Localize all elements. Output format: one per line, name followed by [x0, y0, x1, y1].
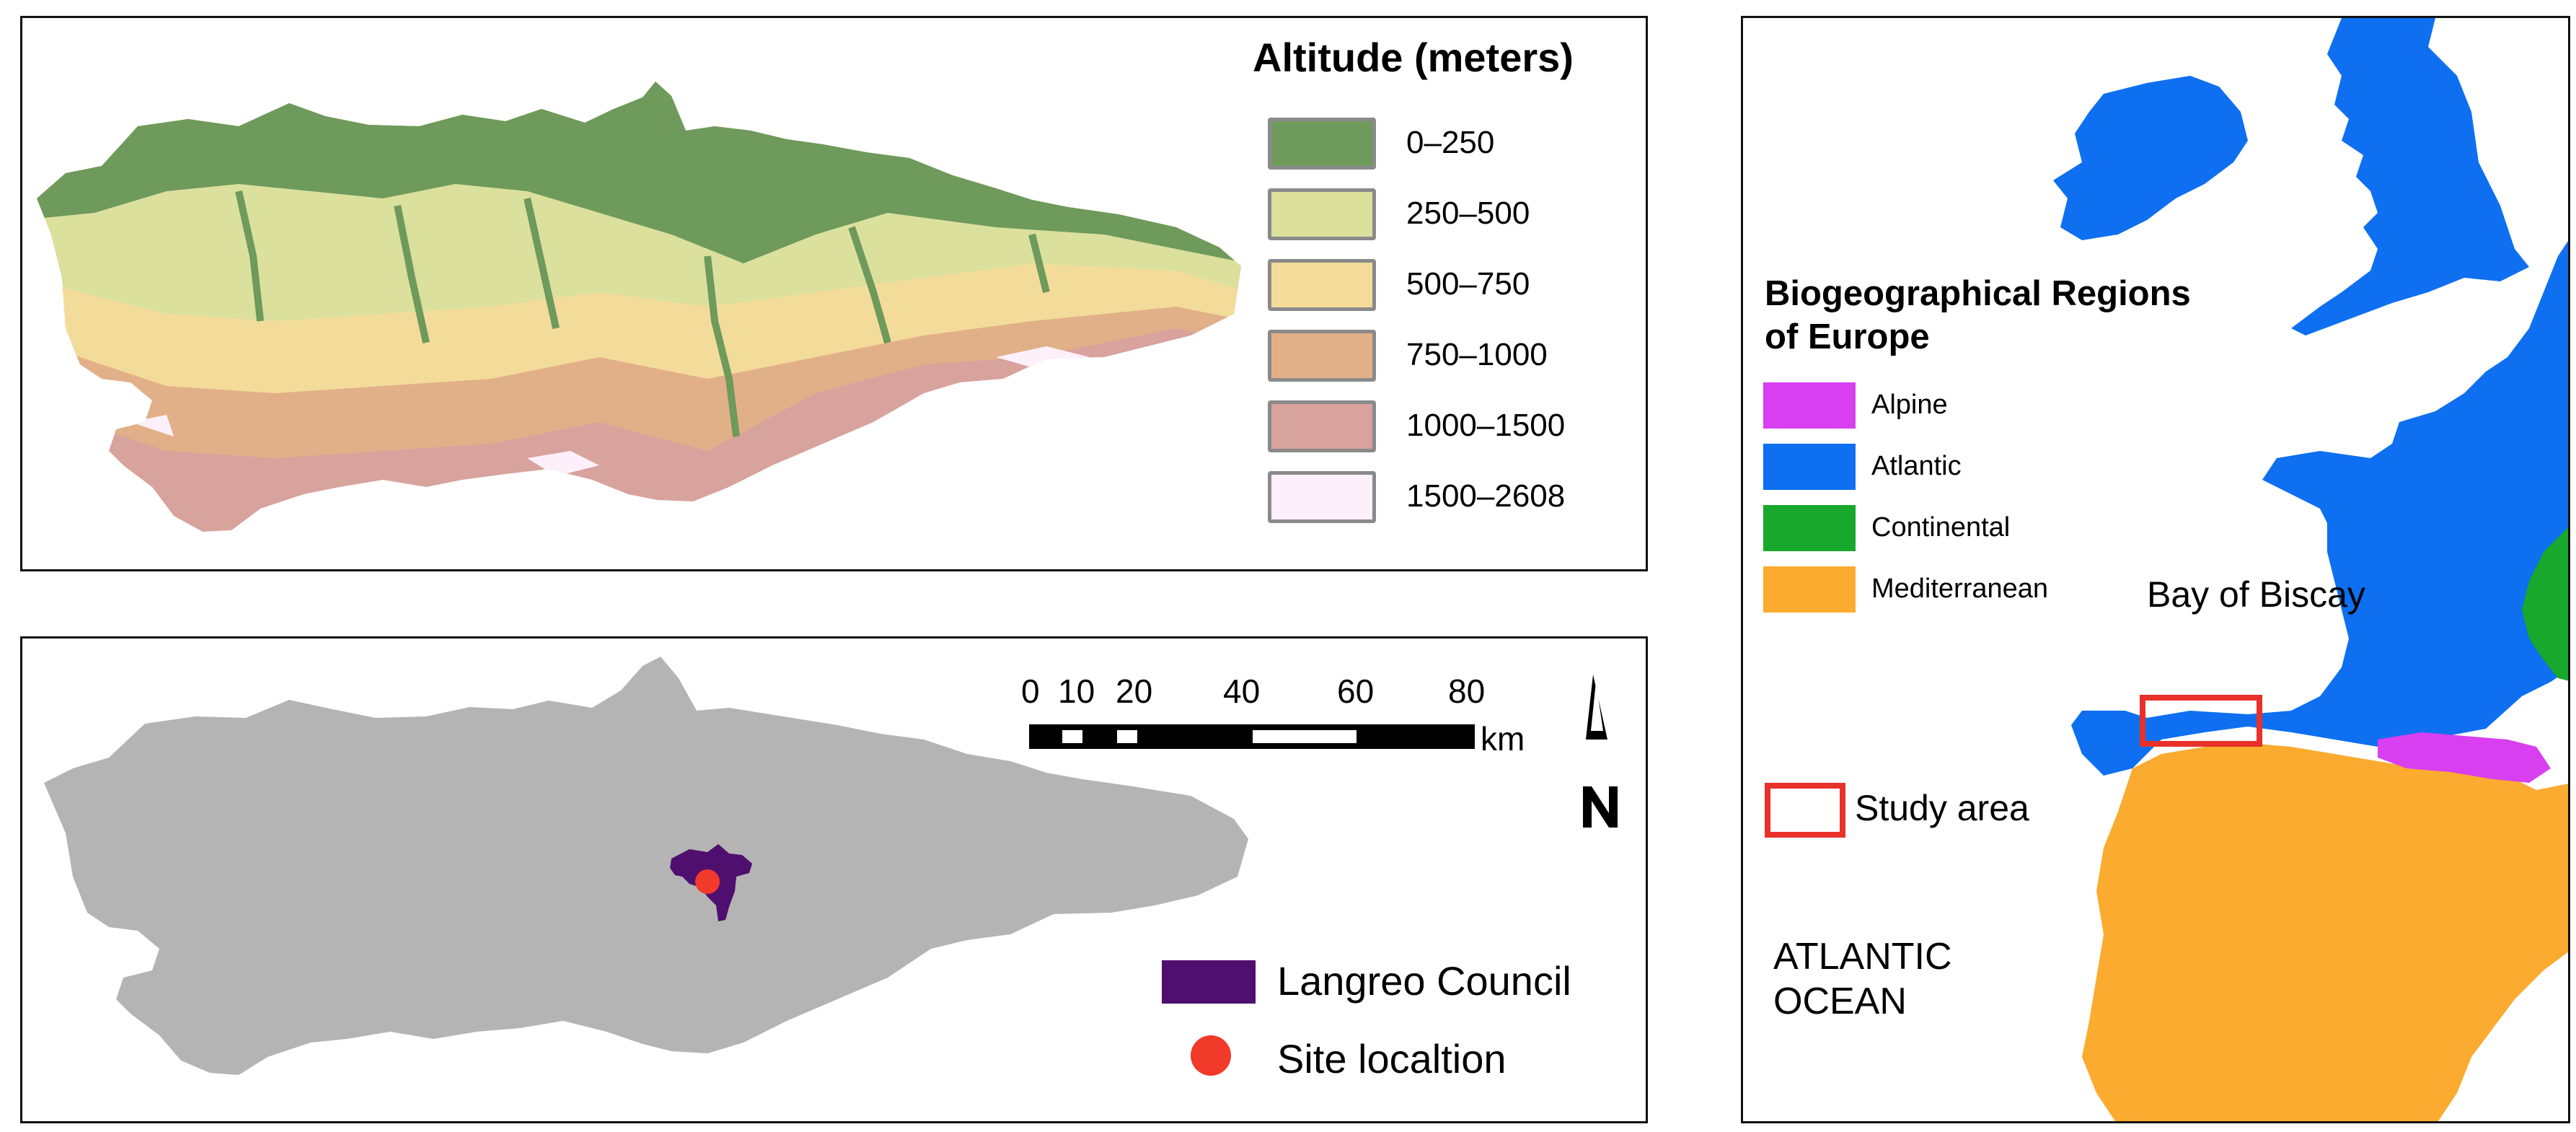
north-arrow-icon — [1583, 675, 1618, 828]
altitude-legend-label: 0–250 — [1406, 125, 1495, 160]
altitude-legend-label: 500–750 — [1406, 266, 1530, 302]
europe-legend-item: Continental — [1763, 505, 2066, 553]
scale-bar — [1029, 724, 1475, 749]
europe-legend-title: Biogeographical Regions of Europe — [1765, 272, 2191, 359]
scale-tick-label: 0 — [1021, 672, 1040, 710]
site-legend-marker — [1191, 1035, 1231, 1076]
iberia-mediterranean — [2082, 743, 2568, 1121]
altitude-legend-item: 500–750 — [1268, 259, 1596, 317]
altitude-legend-label: 750–1000 — [1406, 337, 1548, 372]
britain-atlantic — [2291, 18, 2529, 335]
altitude-relief-map — [37, 82, 1241, 532]
altitude-swatch-250-500 — [1268, 188, 1376, 240]
altitude-swatch-500-750 — [1268, 259, 1376, 311]
study-area-legend-swatch — [1765, 783, 1845, 838]
europe-legend-title-line1: Biogeographical Regions — [1765, 274, 2191, 313]
europe-regions-panel: Biogeographical Regions of Europe Alpine… — [1741, 16, 2570, 1123]
europe-legend-label: Atlantic — [1871, 451, 1962, 481]
altitude-legend-label: 250–500 — [1406, 196, 1530, 231]
atlantic-ocean-label: ATLANTIC OCEAN — [1773, 934, 1952, 1024]
ireland-atlantic — [2053, 76, 2248, 240]
altitude-legend-label: 1500–2608 — [1406, 478, 1566, 514]
location-map — [44, 657, 1618, 1075]
altitude-legend-item: 0–250 — [1268, 118, 1596, 175]
alpine-swatch — [1763, 382, 1856, 429]
altitude-map-panel: Altitude (meters) 0–250 250–500 500–750 … — [20, 16, 1648, 571]
scale-unit-label: km — [1481, 720, 1525, 758]
ocean-label-line2: OCEAN — [1773, 980, 1907, 1022]
altitude-legend-item: 1000–1500 — [1268, 400, 1596, 458]
ocean-label-line1: ATLANTIC — [1773, 936, 1952, 978]
scale-tick-label: 20 — [1116, 672, 1153, 710]
continental-swatch — [1763, 505, 1856, 551]
scale-tick-label: 40 — [1223, 672, 1261, 710]
europe-legend-label: Continental — [1871, 512, 2011, 543]
bay-of-biscay-label: Bay of Biscay — [2147, 574, 2365, 615]
langreo-legend-label: Langreo Council — [1277, 958, 1571, 1004]
altitude-swatch-1000-1500 — [1268, 400, 1376, 452]
site-legend-label: Site localtion — [1277, 1036, 1507, 1081]
europe-legend-label: Alpine — [1871, 390, 1948, 420]
site-location-marker — [695, 869, 720, 894]
europe-legend-item: Alpine — [1763, 382, 2066, 430]
north-arrow-label: N — [1573, 832, 1588, 854]
scale-tick-label: 10 — [1058, 672, 1095, 710]
altitude-swatch-0-250 — [1268, 118, 1376, 170]
altitude-legend-item: 250–500 — [1268, 188, 1596, 246]
asturias-region-shape — [44, 657, 1248, 1075]
altitude-legend-item: 1500–2608 — [1268, 471, 1596, 529]
location-map-panel: 0 10 20 40 60 80 km N Langreo Council Si… — [20, 636, 1648, 1123]
study-area-label: Study area — [1855, 788, 2029, 828]
europe-map — [1743, 18, 2568, 1121]
mediterranean-swatch — [1763, 566, 1856, 613]
europe-legend-title-line2: of Europe — [1765, 317, 1930, 356]
study-area-box — [2140, 695, 2262, 747]
europe-legend-item: Mediterranean — [1763, 566, 2066, 614]
scale-tick-label: 80 — [1448, 672, 1486, 710]
altitude-legend-title: Altitude (meters) — [1253, 35, 1574, 80]
europe-legend-label: Mediterranean — [1871, 574, 2049, 604]
europe-legend-item: Atlantic — [1763, 444, 2066, 491]
scale-tick-label: 60 — [1337, 672, 1375, 710]
continental-region — [2522, 527, 2568, 681]
altitude-swatch-1500-2608 — [1268, 471, 1376, 523]
atlantic-swatch — [1763, 444, 1856, 490]
pyrenees-alpine — [2378, 732, 2551, 783]
langreo-legend-swatch — [1162, 960, 1256, 1004]
altitude-legend-label: 1000–1500 — [1406, 408, 1566, 443]
valley-river-network — [235, 190, 1050, 437]
altitude-swatch-750-1000 — [1268, 330, 1376, 382]
altitude-legend-item: 750–1000 — [1268, 330, 1596, 387]
france-atlantic — [2071, 241, 2568, 776]
